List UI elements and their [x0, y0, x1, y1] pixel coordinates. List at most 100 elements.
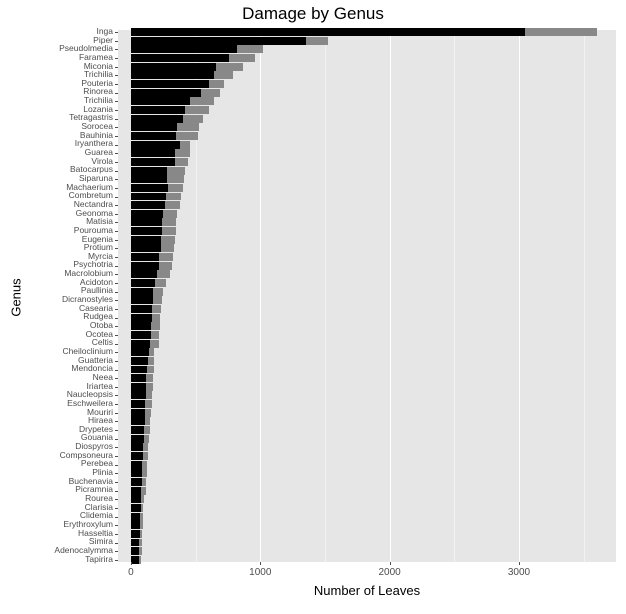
y-tick-mark	[115, 300, 118, 301]
bar-primary	[131, 322, 151, 330]
bar-primary	[131, 89, 201, 97]
bar-primary	[131, 556, 139, 564]
y-tick-mark	[115, 32, 118, 33]
y-tick-mark	[115, 560, 118, 561]
y-tick-mark	[115, 110, 118, 111]
y-tick-mark	[115, 101, 118, 102]
bar-primary	[131, 253, 159, 261]
chart-container: Damage by Genus Genus Number of Leaves I…	[0, 0, 626, 614]
chart-title: Damage by Genus	[0, 4, 626, 24]
bar-primary	[131, 37, 306, 45]
y-tick-mark	[115, 482, 118, 483]
bar-primary	[131, 374, 147, 382]
y-tick-mark	[115, 58, 118, 59]
bar-primary	[131, 452, 143, 460]
y-tick-mark	[115, 517, 118, 518]
bar-primary	[131, 331, 151, 339]
y-tick-mark	[115, 162, 118, 163]
y-tick-mark	[115, 473, 118, 474]
bar-primary	[131, 547, 139, 555]
bar-primary	[131, 314, 152, 322]
bar-primary	[131, 296, 153, 304]
bar-primary	[131, 340, 150, 348]
bar-primary	[131, 80, 209, 88]
bar-primary	[131, 28, 526, 36]
y-tick-mark	[115, 508, 118, 509]
y-tick-mark	[115, 543, 118, 544]
bar-primary	[131, 175, 167, 183]
bar-primary	[131, 400, 145, 408]
y-tick-mark	[115, 153, 118, 154]
y-tick-mark	[115, 84, 118, 85]
y-tick-mark	[115, 93, 118, 94]
y-tick-mark	[115, 499, 118, 500]
bar-primary	[131, 366, 147, 374]
bar-primary	[131, 357, 148, 365]
y-tick-mark	[115, 145, 118, 146]
y-tick-mark	[115, 352, 118, 353]
bar-primary	[131, 45, 237, 53]
y-tick-mark	[115, 49, 118, 50]
grid-major	[519, 30, 520, 562]
y-tick-mark	[115, 119, 118, 120]
y-tick-mark	[115, 335, 118, 336]
y-tick-mark	[115, 318, 118, 319]
grid-minor	[584, 30, 585, 562]
plot-area	[118, 30, 616, 562]
bar-primary	[131, 417, 145, 425]
bar-primary	[131, 530, 140, 538]
y-tick-mark	[115, 491, 118, 492]
bar-primary	[131, 244, 161, 252]
bar-primary	[131, 305, 152, 313]
bar-primary	[131, 469, 142, 477]
bar-primary	[131, 149, 175, 157]
y-tick-mark	[115, 127, 118, 128]
x-tick-label: 3000	[508, 567, 530, 578]
bar-primary	[131, 409, 145, 417]
y-tick-label: Tapirira	[85, 555, 113, 565]
y-tick-mark	[115, 41, 118, 42]
y-tick-mark	[115, 257, 118, 258]
y-tick-mark	[115, 534, 118, 535]
x-tick-mark	[260, 562, 261, 565]
y-tick-mark	[115, 326, 118, 327]
bar-primary	[131, 132, 176, 140]
grid-major	[260, 30, 261, 562]
y-tick-mark	[115, 413, 118, 414]
y-tick-mark	[115, 214, 118, 215]
bar-primary	[131, 227, 162, 235]
bar-primary	[131, 383, 146, 391]
y-tick-mark	[115, 205, 118, 206]
bar-primary	[131, 115, 183, 123]
bar-primary	[131, 236, 161, 244]
y-tick-mark	[115, 222, 118, 223]
bar-primary	[131, 521, 140, 529]
x-tick-mark	[519, 562, 520, 565]
y-tick-mark	[115, 551, 118, 552]
bar-primary	[131, 97, 191, 105]
y-tick-mark	[115, 136, 118, 137]
y-tick-mark	[115, 171, 118, 172]
bar-primary	[131, 391, 146, 399]
y-tick-mark	[115, 75, 118, 76]
y-tick-mark	[115, 370, 118, 371]
y-tick-mark	[115, 344, 118, 345]
y-tick-mark	[115, 292, 118, 293]
y-tick-mark	[115, 274, 118, 275]
bar-primary	[131, 167, 167, 175]
bar-primary	[131, 443, 143, 451]
grid-major	[390, 30, 391, 562]
y-tick-mark	[115, 395, 118, 396]
y-tick-mark	[115, 240, 118, 241]
bar-primary	[131, 158, 175, 166]
x-tick-label: 2000	[379, 567, 401, 578]
bar-primary	[131, 193, 166, 201]
bar-primary	[131, 141, 180, 149]
bar-primary	[131, 487, 141, 495]
y-tick-mark	[115, 188, 118, 189]
y-tick-mark	[115, 248, 118, 249]
y-tick-mark	[115, 387, 118, 388]
bar-primary	[131, 478, 142, 486]
bar-primary	[131, 435, 144, 443]
x-tick-mark	[390, 562, 391, 565]
